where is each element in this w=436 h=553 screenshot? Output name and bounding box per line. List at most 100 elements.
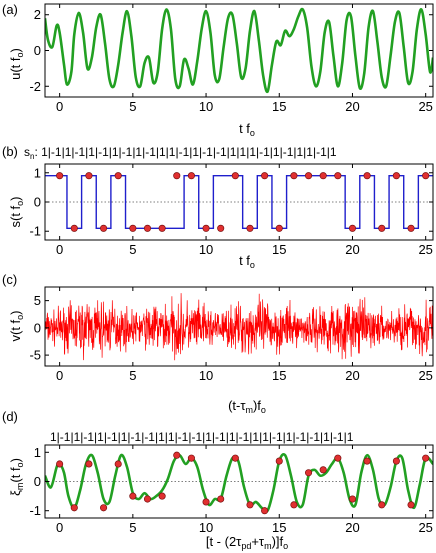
y-tick-label: -2 xyxy=(29,79,41,94)
x-tick-label: 0 xyxy=(56,242,63,257)
panel-d-sequence: 1|-1|1|-1|1|-1|1|-1|-1|1|1|-1|-1|1|-1|1|… xyxy=(50,430,354,444)
panel-d-xlabel: [t - (2τpd+τm)]fo xyxy=(206,534,288,551)
sample-point xyxy=(290,501,298,509)
data-layer xyxy=(45,453,433,513)
y-tick-label: -5 xyxy=(29,348,41,363)
svg-text:s(t fo): s(t fo) xyxy=(8,196,25,227)
sample-point xyxy=(304,469,313,477)
sample-point xyxy=(246,224,254,232)
sample-point xyxy=(378,501,386,509)
panel-b-label: (b) xyxy=(2,144,18,159)
x-tick-label: 15 xyxy=(272,242,286,257)
sample-point xyxy=(56,460,64,468)
x-tick-label: 25 xyxy=(418,242,432,257)
x-tick-label: 25 xyxy=(418,368,432,383)
sample-point xyxy=(100,504,108,512)
sample-point xyxy=(114,172,122,180)
sample-point xyxy=(173,451,181,459)
x-tick-label: 5 xyxy=(129,99,136,114)
sample-point xyxy=(173,172,181,180)
panel-a-label: (a) xyxy=(2,2,18,17)
sample-point xyxy=(363,457,371,465)
sample-point xyxy=(392,457,400,465)
sample-point xyxy=(407,501,415,509)
x-tick-label: 0 xyxy=(56,99,63,114)
sample-point xyxy=(422,172,430,180)
panel-d-label: (d) xyxy=(2,409,18,424)
sample-point xyxy=(304,172,313,180)
sample-point xyxy=(85,172,93,180)
sample-point xyxy=(158,224,166,232)
svg-text:v(t fo): v(t fo) xyxy=(8,310,25,341)
sample-point xyxy=(378,224,386,232)
x-tick-label: 15 xyxy=(272,368,286,383)
sample-point xyxy=(407,224,415,232)
panel-c: 0 5 10 15 20 25 5 0 -5 xyxy=(29,286,434,383)
sample-point xyxy=(231,172,239,180)
svg-text:u(t fo): u(t fo) xyxy=(8,48,25,80)
y-tick-label: -1 xyxy=(29,224,41,239)
svg-text:ξm(t fo): ξm(t fo) xyxy=(8,458,25,496)
x-tick-label: 5 xyxy=(129,368,136,383)
x-tick-label: 0 xyxy=(56,368,63,383)
y-tick-label: 5 xyxy=(34,293,41,308)
series-step-line xyxy=(45,174,433,230)
x-tick-label: 10 xyxy=(199,99,213,114)
sample-point xyxy=(202,498,210,506)
x-tick-label: 10 xyxy=(199,520,213,535)
sample-point xyxy=(275,224,283,232)
sample-point xyxy=(202,224,210,232)
sample-point xyxy=(319,466,327,474)
sample-point xyxy=(246,501,254,509)
sample-point xyxy=(70,504,78,512)
sample-point xyxy=(129,224,137,232)
sample-point xyxy=(100,224,108,232)
panel-d-ylabel: ξm(t fo) xyxy=(8,458,25,496)
sample-point xyxy=(56,172,64,180)
sample-point xyxy=(217,495,225,503)
data-layer xyxy=(45,7,433,94)
y-tick-label: -1 xyxy=(29,503,41,518)
sample-point xyxy=(261,172,269,180)
data-layer xyxy=(45,174,433,230)
sample-point xyxy=(114,460,122,468)
sample-point xyxy=(143,224,152,232)
x-tick-label: 10 xyxy=(199,242,213,257)
sample-point xyxy=(348,224,357,232)
sample-point xyxy=(290,172,298,180)
y-tick-label: 0 xyxy=(34,474,41,489)
sample-point xyxy=(319,172,327,180)
y-tick-label: 0 xyxy=(34,43,41,58)
sample-point xyxy=(187,172,195,180)
x-tick-label: 5 xyxy=(129,520,136,535)
sample-point xyxy=(231,454,239,462)
sample-point xyxy=(334,172,342,180)
x-tick-label: 20 xyxy=(345,368,359,383)
sample-point xyxy=(85,460,93,468)
x-tick-label: 10 xyxy=(199,368,213,383)
sample-point xyxy=(70,224,78,232)
series-line xyxy=(45,7,433,94)
x-tick-label: 5 xyxy=(129,242,136,257)
y-tick-label: 0 xyxy=(34,320,41,335)
sample-point xyxy=(275,457,283,465)
sample-point xyxy=(422,454,430,462)
panel-b-sequence: sn: 1|-1|1|-1|1|-1|1|-1|1|-1|1|1|-1|1|-1… xyxy=(24,145,337,161)
sample-point xyxy=(261,507,269,515)
series-line xyxy=(45,453,433,513)
sample-point xyxy=(187,454,195,462)
panel-b-ylabel: s(t fo) xyxy=(8,196,25,227)
x-tick-label: 20 xyxy=(345,99,359,114)
series-noise-line xyxy=(45,293,433,361)
sample-point xyxy=(158,492,166,500)
panel-c-label: (c) xyxy=(2,272,17,287)
x-tick-label: 25 xyxy=(418,99,432,114)
panel-b-xlabel: t fo xyxy=(239,253,255,270)
x-tick-label: 15 xyxy=(272,99,286,114)
y-tick-label: 2 xyxy=(34,7,41,22)
